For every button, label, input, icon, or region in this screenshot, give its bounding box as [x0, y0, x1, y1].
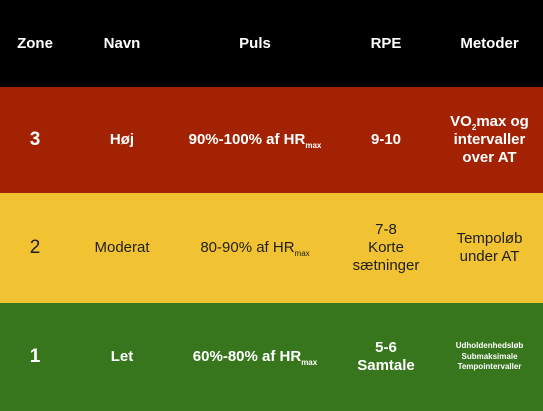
pulse-text: 60%-80% af HR: [192, 348, 302, 366]
zone-name: Moderat: [94, 239, 150, 257]
rpe-line: 5-6: [375, 339, 397, 357]
rpe-value: 7-8 Korte sætninger: [336, 221, 436, 274]
header-zone: Zone: [17, 34, 53, 52]
pulse-text: 80-90% af HR: [200, 239, 295, 257]
method-vo: VO: [450, 113, 472, 131]
zone-number: 2: [29, 236, 41, 258]
method-line: Submaksimale: [461, 351, 518, 361]
pulse-range: 90%-100% af HRmax: [175, 131, 335, 151]
zone-number: 3: [29, 128, 41, 150]
pulse-range: 80-90% af HRmax: [175, 239, 335, 259]
zone-name: Let: [110, 348, 134, 366]
header-puls: Puls: [239, 34, 271, 52]
rpe-line: sætninger: [352, 256, 420, 274]
method-line: VO2max og: [436, 113, 543, 133]
method-text: Udholdenhedsløb Submaksimale Tempointerv…: [436, 341, 543, 373]
table-row-zone-1: 1 Let 60%-80% af HRmax 5-6 Samtale Udhol…: [0, 303, 543, 411]
method-line: under AT: [459, 248, 520, 265]
method-text: VO2max og intervaller over AT: [436, 113, 543, 166]
zone-name: Høj: [109, 131, 135, 149]
table-row-zone-2: 2 Moderat 80-90% af HRmax 7-8 Korte sætn…: [0, 193, 543, 303]
table-header-row: Zone Navn Puls RPE Metoder: [0, 0, 543, 87]
pulse-text: 90%-100% af HR: [188, 131, 306, 149]
rpe-line: Korte: [368, 239, 404, 257]
method-text: Tempoløb under AT: [436, 230, 543, 265]
pulse-subscript: max: [301, 358, 318, 368]
zone-number: 1: [29, 345, 41, 367]
header-rpe: RPE: [370, 34, 402, 52]
method-line: Udholdenhedsløb: [455, 340, 524, 350]
table-row-zone-3: 3 Høj 90%-100% af HRmax 9-10 VO2max og i…: [0, 87, 543, 193]
rpe-value: 9-10: [336, 131, 436, 149]
method-line: Tempoløb: [456, 230, 523, 248]
method-max: max og: [476, 113, 529, 131]
method-line: intervaller: [453, 131, 526, 149]
header-metoder: Metoder: [460, 34, 519, 52]
method-subscript: 2: [471, 123, 477, 133]
header-navn: Navn: [103, 34, 141, 52]
rpe-value: 5-6 Samtale: [336, 339, 436, 374]
rpe-line: 7-8: [375, 221, 397, 239]
method-line: Tempointervaller: [457, 362, 522, 372]
method-line: over AT: [462, 148, 517, 166]
pulse-range: 60%-80% af HRmax: [175, 348, 335, 368]
rpe-line: Samtale: [357, 357, 415, 374]
pulse-subscript: max: [305, 141, 322, 151]
rpe-line: 9-10: [370, 131, 402, 149]
pulse-subscript: max: [294, 249, 310, 259]
